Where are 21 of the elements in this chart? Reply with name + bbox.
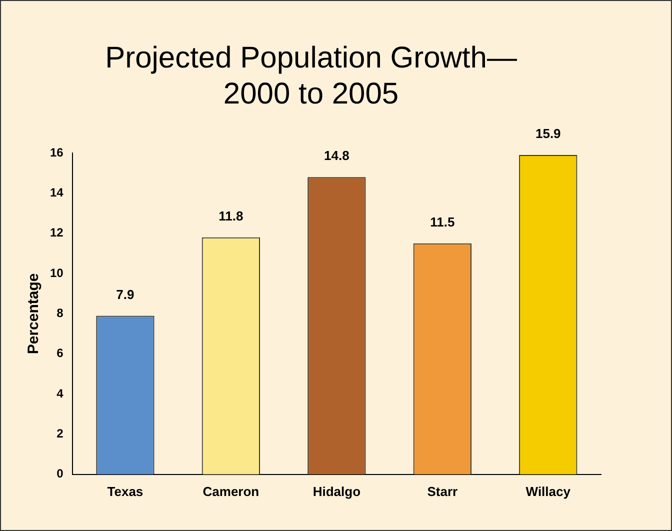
data-label: 11.5: [430, 214, 455, 230]
y-tick-label: 16: [50, 145, 64, 160]
data-label: 11.8: [218, 208, 244, 224]
x-tick-label: Starr: [427, 484, 458, 499]
y-tick-label: 6: [56, 346, 64, 360]
data-label: 7.9: [116, 286, 134, 302]
y-tick-label: 4: [56, 386, 64, 400]
chart-title: Projected Population Growth— 2000 to 2005: [105, 41, 517, 110]
y-tick-label: 0: [56, 466, 64, 481]
data-label: 14.8: [324, 148, 350, 164]
x-tick-label: Willacy: [526, 484, 572, 499]
x-tick-label: Hidalgo: [312, 484, 361, 499]
y-tick-label: 14: [50, 185, 64, 200]
y-tick-label: 12: [50, 226, 64, 240]
y-tick-label: 2: [56, 426, 64, 441]
y-tick-label: 10: [50, 266, 64, 280]
y-tick-label: 8: [56, 306, 64, 320]
y-axis-title: Percentage: [25, 273, 42, 354]
data-label: 15.9: [535, 126, 561, 142]
x-tick-label: Texas: [107, 484, 144, 499]
x-tick-label: Cameron: [202, 484, 260, 499]
